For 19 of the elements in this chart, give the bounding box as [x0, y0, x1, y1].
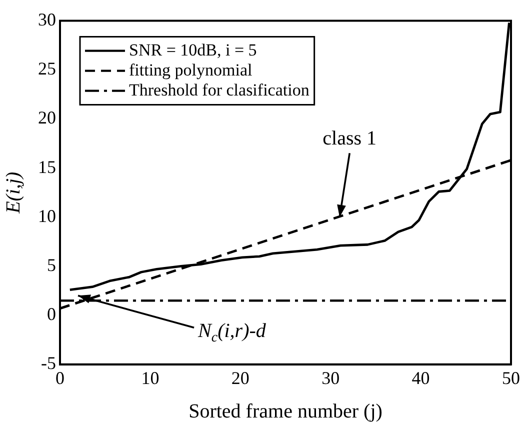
- y-tick-label: 30: [38, 10, 56, 30]
- x-tick-label: 20: [231, 368, 250, 388]
- legend-label: fitting polynomial: [129, 60, 253, 80]
- x-tick-label: 40: [412, 368, 430, 388]
- x-tick-label: 30: [322, 368, 340, 388]
- y-tick-label: 15: [38, 156, 56, 177]
- x-axis-title: Sorted frame number (j): [188, 400, 382, 422]
- y-tick-label: 0: [47, 304, 56, 324]
- x-tick-label: 50: [502, 368, 520, 388]
- legend-label: Threshold for clasification: [129, 80, 310, 100]
- x-tick-label: 10: [141, 368, 160, 388]
- y-tick-label: 10: [38, 206, 56, 226]
- y-tick-label: 20: [38, 108, 56, 128]
- legend-label: SNR = 10dB, i = 5: [129, 40, 257, 60]
- y-tick-label: 25: [38, 58, 56, 79]
- y-axis-title: E(i,j): [2, 171, 24, 214]
- y-tick-label: 5: [47, 254, 56, 275]
- y-tick-label: -5: [41, 353, 56, 374]
- annotation: class 1: [322, 127, 377, 150]
